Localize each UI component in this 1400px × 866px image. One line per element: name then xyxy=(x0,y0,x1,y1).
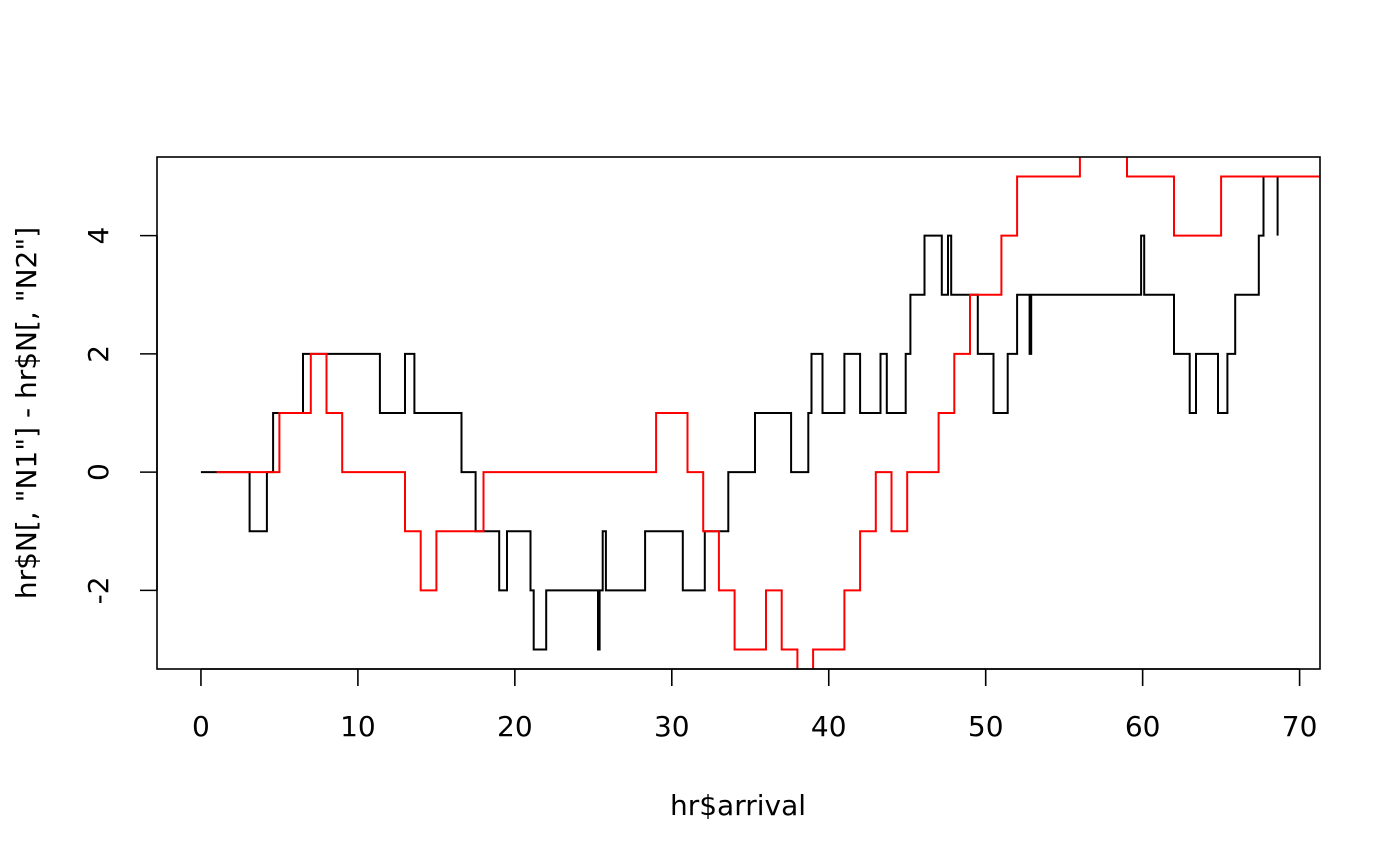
y-tick-label: 2 xyxy=(82,345,115,363)
y-axis-title: hr$N[, "N1"] - hr$N[, "N2"] xyxy=(10,227,43,599)
series-line-red xyxy=(216,157,1320,669)
x-axis-title: hr$arrival xyxy=(670,789,806,822)
series-line-black xyxy=(200,175,1279,651)
x-tick-label: 0 xyxy=(192,710,210,743)
x-tick-label: 70 xyxy=(1282,710,1318,743)
x-tick-label: 30 xyxy=(654,710,690,743)
x-axis: 0 10 20 30 40 50 60 70 xyxy=(192,668,1318,743)
x-tick-label: 50 xyxy=(968,710,1004,743)
x-tick-label: 10 xyxy=(340,710,376,743)
x-tick-label: 60 xyxy=(1125,710,1161,743)
y-axis: -2 0 2 4 xyxy=(82,227,158,604)
x-tick-label: 40 xyxy=(811,710,847,743)
y-tick-label: 0 xyxy=(82,463,115,481)
y-tick-label: -2 xyxy=(82,576,115,604)
y-tick-label: 4 xyxy=(82,227,115,245)
x-tick-label: 20 xyxy=(497,710,533,743)
series-layer xyxy=(200,157,1320,669)
